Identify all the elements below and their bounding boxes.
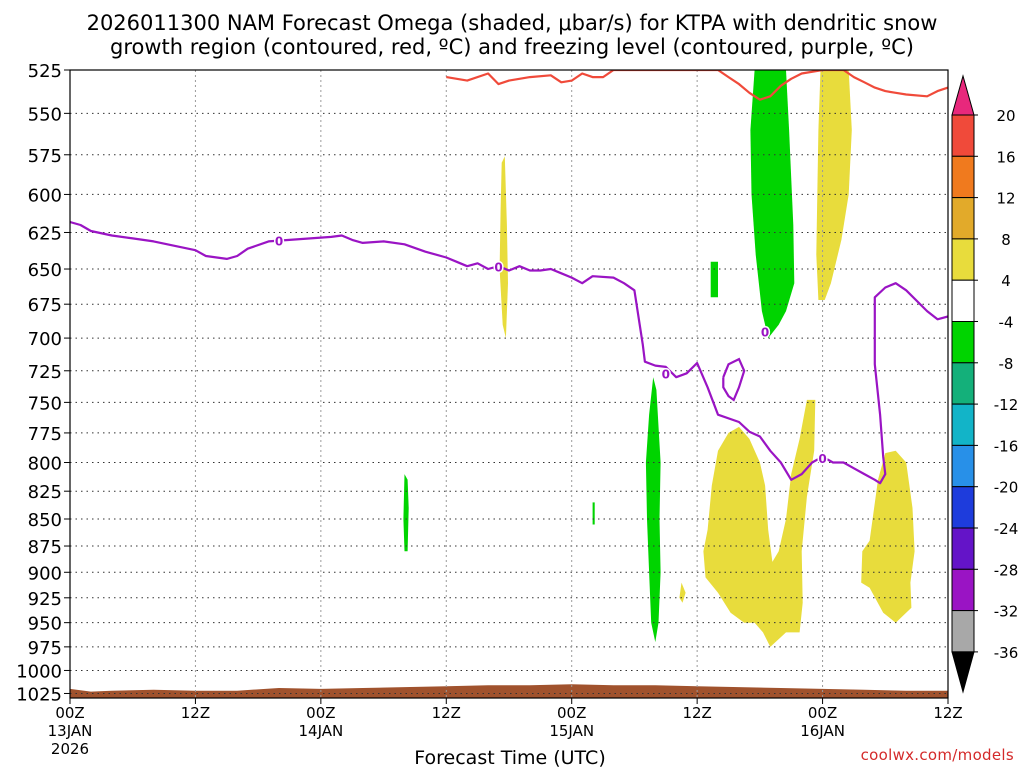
colorbar-label-1: 20 [996, 107, 1015, 125]
freezing-level-label-4: 0 [662, 368, 670, 382]
omega-region-green-10 [593, 502, 595, 524]
x-tick-label-0-1: 00Z [55, 704, 84, 722]
y-tick-label-550: 550 [28, 104, 62, 125]
colorbar-swatch-11 [952, 528, 974, 569]
y-tick-label-650: 650 [28, 260, 62, 281]
colorbar-label-8: -12 [994, 396, 1019, 414]
y-tick-label-675: 675 [28, 295, 62, 316]
freezing-level-loop-1 [723, 359, 744, 400]
y-tick-label-1000: 1000 [16, 661, 62, 682]
colorbar-label-10: -20 [994, 479, 1019, 497]
y-tick-label-600: 600 [28, 185, 62, 206]
x-axis-title: Forecast Time (UTC) [414, 747, 605, 768]
x-tick-label-12-1: 12Z [181, 704, 210, 722]
omega-shading [403, 70, 914, 647]
colorbar-swatch-1 [952, 115, 974, 156]
surface-ground [70, 684, 948, 698]
colorbar-label-14: -36 [994, 644, 1019, 662]
grid-lines [70, 70, 948, 698]
y-tick-label-525: 525 [28, 61, 62, 82]
colorbar-swatch-10 [952, 487, 974, 528]
colorbar-swatch-9 [952, 445, 974, 486]
colorbar-label-13: -32 [994, 603, 1019, 621]
colorbar-label-11: -24 [994, 520, 1019, 538]
omega-region-green-5 [646, 377, 661, 642]
colorbar-label-4: 8 [1001, 231, 1011, 249]
x-tick-label-84-1: 12Z [933, 704, 962, 722]
omega-time-height-chart: 2026011300 NAM Forecast Omega (shaded, μ… [0, 0, 1024, 768]
watermark[interactable]: coolwx.com/models [861, 746, 1014, 764]
omega-region-yellow-8 [679, 583, 685, 603]
y-axis: 525 550 575 600 625 650 675 700 725 750 775 800 825 8… [16, 61, 70, 705]
y-tick-label-850: 850 [28, 510, 62, 531]
chart-title-line2: growth region (contoured, red, ºC) and f… [110, 35, 914, 59]
freezing-level-label-3: 0 [761, 326, 769, 340]
y-tick-label-750: 750 [28, 393, 62, 414]
y-tick-label-825: 825 [28, 482, 62, 503]
omega-region-green-9 [403, 474, 408, 551]
colorbar: 20 16 12 8 4 -4 -8 -12 -16 -20 -24 -28 -32 -36 [952, 76, 1018, 692]
x-tick-label-0-2: 13JAN [48, 722, 93, 740]
colorbar-label-2: 16 [996, 148, 1015, 166]
omega-region-green-3 [711, 262, 718, 298]
colorbar-swatch-7 [952, 363, 974, 404]
colorbar-label-6: -4 [999, 314, 1014, 332]
contour-lines [70, 70, 948, 483]
colorbar-top-arrow [952, 76, 974, 115]
colorbar-label-5: 4 [1001, 272, 1011, 290]
colorbar-swatch-3 [952, 198, 974, 239]
freezing-level-contour [70, 222, 948, 483]
colorbar-swatch-5 [952, 280, 974, 321]
colorbar-swatch-12 [952, 569, 974, 610]
y-tick-label-900: 900 [28, 563, 62, 584]
x-tick-label-24-2: 14JAN [298, 722, 343, 740]
x-tick-label-72-1: 00Z [808, 704, 837, 722]
omega-region-yellow-1 [500, 156, 508, 338]
colorbar-swatch-6 [952, 322, 974, 363]
omega-region-green-2 [750, 70, 794, 338]
colorbar-swatch-8 [952, 404, 974, 445]
chart-title-line1: 2026011300 NAM Forecast Omega (shaded, μ… [87, 11, 938, 35]
y-tick-label-925: 925 [28, 589, 62, 610]
x-tick-label-36-1: 12Z [432, 704, 461, 722]
x-tick-label-24-1: 00Z [306, 704, 335, 722]
x-tick-label-48-2: 15JAN [549, 722, 594, 740]
freezing-level-label-2: 0 [494, 261, 502, 275]
y-tick-label-575: 575 [28, 146, 62, 167]
y-tick-label-950: 950 [28, 614, 62, 635]
x-tick-label-60-1: 12Z [682, 704, 711, 722]
colorbar-label-9: -16 [994, 437, 1019, 455]
colorbar-swatch-4 [952, 239, 974, 280]
y-tick-label-800: 800 [28, 454, 62, 475]
colorbar-swatch-2 [952, 156, 974, 197]
colorbar-label-7: -8 [999, 355, 1014, 373]
y-tick-label-625: 625 [28, 223, 62, 244]
plot-frame [70, 70, 948, 698]
ground-fill [70, 684, 948, 698]
colorbar-swatch-13 [952, 611, 974, 652]
y-tick-label-875: 875 [28, 537, 62, 558]
x-tick-label-72-2: 16JAN [800, 722, 845, 740]
y-tick-label-775: 775 [28, 424, 62, 445]
x-tick-label-48-1: 00Z [557, 704, 586, 722]
colorbar-bottom-arrow [952, 652, 974, 692]
freezing-level-label-5: 0 [818, 452, 826, 466]
y-tick-label-700: 700 [28, 329, 62, 350]
omega-region-yellow-4 [816, 70, 852, 300]
colorbar-label-12: -28 [994, 561, 1019, 579]
y-tick-label-975: 975 [28, 638, 62, 659]
x-tick-label-0-3: 2026 [51, 740, 89, 758]
y-tick-label-1025: 1025 [16, 684, 62, 705]
colorbar-label-3: 12 [996, 190, 1015, 208]
freezing-level-label-1: 0 [275, 234, 283, 248]
y-tick-label-725: 725 [28, 362, 62, 383]
